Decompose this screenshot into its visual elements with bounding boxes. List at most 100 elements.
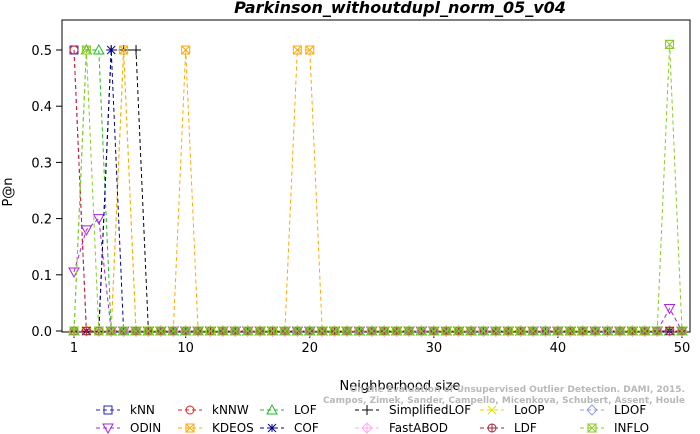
legend-item: SimplifiedLOF: [355, 403, 471, 417]
data-point-part: [527, 326, 539, 336]
data-point-part: [329, 326, 340, 336]
y-tick-label: 0.1: [31, 269, 52, 284]
data-point-part: [254, 326, 266, 336]
data-point: [416, 326, 427, 336]
data-point-part: [676, 326, 688, 336]
legend-label: kNNW: [212, 403, 249, 417]
data-point-part: [217, 326, 229, 336]
data-point-part: [143, 326, 154, 336]
data-point: [602, 326, 613, 336]
data-point-part: [181, 45, 191, 55]
data-point: [155, 326, 167, 336]
data-point-part: [441, 326, 452, 336]
data-point-part: [589, 326, 601, 336]
data-point-part: [155, 326, 167, 336]
legend-item: FastABOD: [355, 421, 448, 434]
x-axis-label: Neighborhood size: [340, 379, 461, 394]
data-point-part: [552, 326, 564, 336]
legend-label: INFLO: [614, 421, 649, 434]
data-point-part: [651, 326, 663, 336]
data-point-part: [316, 326, 328, 336]
data-point: [292, 326, 303, 336]
data-point-part: [181, 45, 191, 55]
data-point: [92, 43, 105, 55]
legend-marker: [487, 405, 497, 415]
data-point: [68, 326, 80, 336]
data-point: [441, 326, 452, 336]
data-point-part: [465, 326, 477, 336]
series-COF: [69, 45, 687, 336]
credit-line-0: Campos, Zimek, Sander, Campello, Micenko…: [323, 396, 685, 406]
data-point-part: [663, 304, 676, 315]
data-point: [168, 326, 179, 336]
legend-marker-part: [267, 423, 277, 433]
data-point-part: [664, 39, 675, 49]
data-point: [527, 326, 539, 336]
data-point: [119, 45, 129, 55]
legend-label: SimplifiedLOF: [389, 403, 471, 417]
legend-marker-part: [102, 423, 114, 434]
data-point: [68, 267, 80, 279]
data-point: [577, 326, 588, 336]
legend-marker: [586, 423, 598, 433]
data-point-part: [118, 326, 129, 336]
series-line: [74, 49, 682, 332]
data-point-part: [453, 326, 464, 336]
series-line: [73, 49, 682, 332]
data-point: [143, 326, 154, 336]
legend-label: FastABOD: [389, 421, 448, 434]
legend-marker: [487, 423, 497, 433]
legend-item: LOF: [260, 403, 317, 417]
data-point-part: [639, 326, 650, 336]
x-tick-label: 40: [550, 341, 567, 356]
legend-marker: [185, 405, 195, 415]
legend-item: kNN: [96, 403, 155, 417]
series-layer: [68, 39, 688, 338]
data-point: [403, 326, 415, 336]
data-point-part: [192, 326, 204, 336]
legend-marker-part: [185, 423, 195, 433]
data-point: [354, 326, 365, 336]
legend-marker: [185, 423, 195, 433]
data-point: [664, 39, 675, 49]
data-point: [428, 326, 440, 336]
data-point: [304, 326, 315, 336]
series-line: [73, 49, 682, 332]
data-point-part: [614, 326, 626, 336]
data-point: [80, 225, 93, 236]
legend-item: LDF: [480, 421, 537, 434]
data-point: [453, 326, 464, 336]
data-point: [540, 326, 551, 336]
legend-marker-part: [103, 405, 113, 415]
data-point: [81, 326, 91, 336]
data-point: [205, 326, 216, 336]
series-INFLO: [68, 39, 688, 336]
legend-marker: [102, 423, 114, 434]
data-point: [217, 326, 229, 336]
legend-item: LDOF: [580, 403, 646, 417]
data-point-part: [168, 326, 179, 336]
legend-item: kNNW: [178, 403, 249, 417]
legend-marker: [586, 404, 598, 416]
series-line: [73, 217, 683, 332]
data-point-part: [627, 326, 638, 336]
series-line: [73, 49, 682, 332]
legend-marker: [103, 405, 113, 415]
data-point: [329, 326, 340, 336]
data-point-part: [403, 326, 415, 336]
data-point-part: [230, 326, 241, 336]
data-point: [81, 45, 92, 55]
data-point: [106, 45, 116, 55]
data-point: [181, 45, 191, 55]
data-point-part: [305, 45, 315, 55]
data-point-part: [565, 326, 576, 336]
data-point: [267, 326, 278, 336]
data-point-part: [106, 326, 117, 336]
legend-item: KDEOS: [178, 421, 254, 434]
data-point: [565, 326, 576, 336]
data-point: [254, 326, 266, 336]
y-axis-label: P@n: [1, 177, 16, 206]
data-point: [676, 326, 688, 336]
data-point: [279, 326, 291, 336]
legend-item: COF: [260, 421, 319, 434]
